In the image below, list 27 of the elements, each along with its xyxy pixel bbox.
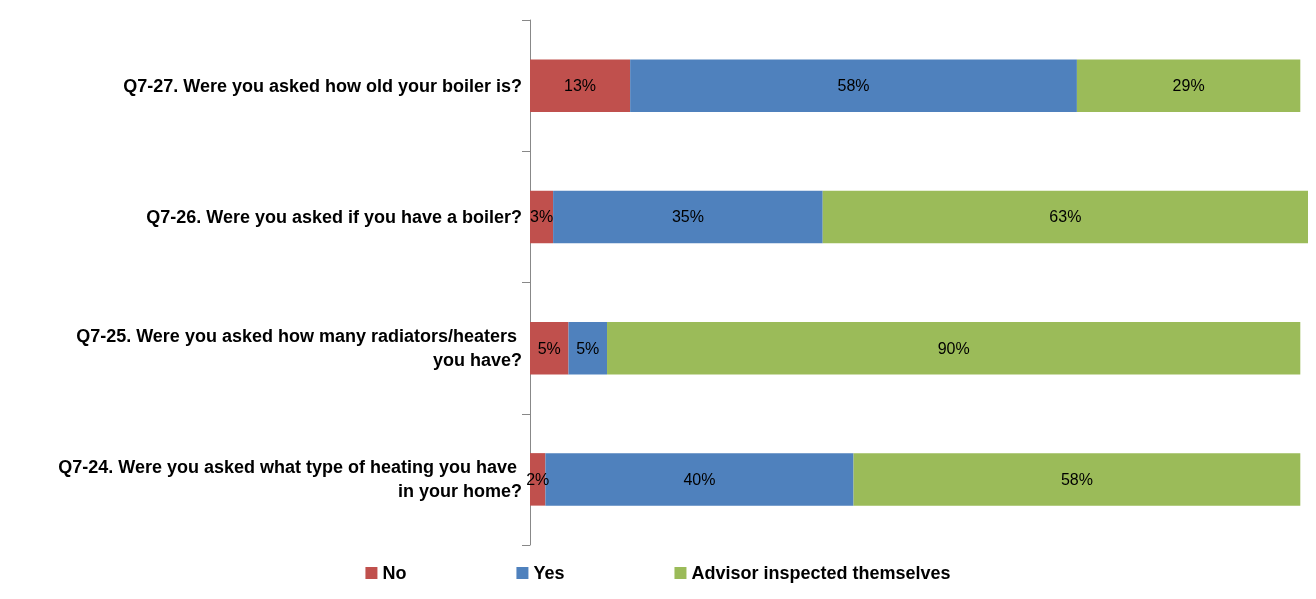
bar (568, 321, 608, 375)
data-label: 90% (937, 339, 970, 357)
y-tick-label: Q7-24. Were you asked what type of heating you have in your home? (58, 457, 522, 502)
bar (530, 59, 631, 112)
data-label: 63% (1049, 208, 1082, 226)
y-tick-label: Q7-25. Were you asked how many radiators/heaters you have? (76, 326, 522, 371)
bar (822, 190, 1308, 244)
bar (630, 59, 1077, 112)
y-tick-label: Q7-26. Were you asked if you have a boiler? (146, 206, 522, 227)
data-label: 58% (837, 77, 870, 95)
bar (530, 321, 569, 375)
data-label: 35% (671, 208, 704, 226)
data-label: 5% (537, 339, 561, 357)
y-tick-label: Q7-27. Were you asked how old your boiler is? (123, 75, 522, 96)
data-label: 3% (529, 208, 554, 226)
legend-label: Advisor inspected themselves (691, 563, 951, 583)
legend-label: Yes (533, 563, 565, 583)
bar (553, 190, 823, 244)
bar (853, 453, 1301, 506)
legend-label: No (382, 563, 407, 583)
data-label: 5% (576, 339, 600, 357)
data-label: 40% (683, 470, 716, 488)
data-label: 58% (1060, 470, 1093, 488)
data-label: 13% (564, 77, 597, 95)
bar (607, 321, 1301, 375)
data-label: 29% (1172, 77, 1205, 95)
bar (1076, 59, 1301, 112)
